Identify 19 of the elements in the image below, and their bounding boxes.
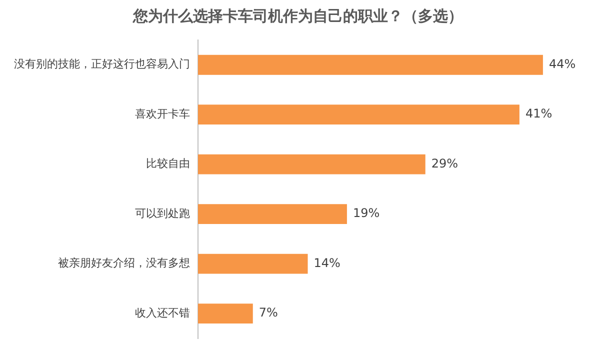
data-label: 44% xyxy=(548,56,576,71)
chart-title: 您为什么选择卡车司机作为自己的职业？（多选） xyxy=(132,6,463,25)
data-label: 7% xyxy=(258,306,278,320)
bar xyxy=(198,254,308,274)
data-label: 29% xyxy=(431,156,458,170)
data-label: 14% xyxy=(314,256,340,270)
bar xyxy=(198,154,426,174)
y-tick-label: 喜欢开卡车 xyxy=(135,107,190,120)
y-tick-label: 收入还不错 xyxy=(135,306,190,320)
bar xyxy=(198,104,520,125)
y-tick-label: 比较自由 xyxy=(146,157,190,170)
data-label: 19% xyxy=(352,206,380,220)
bar xyxy=(198,54,543,75)
y-tick-label: 被亲朋好友介绍，没有多想 xyxy=(58,256,190,270)
y-tick-label: 可以到处跑 xyxy=(135,206,190,220)
bar xyxy=(198,304,253,324)
y-tick-label: 没有别的技能，正好这行也容易入门 xyxy=(14,58,190,71)
data-label: 41% xyxy=(525,106,552,121)
bar xyxy=(198,204,347,224)
